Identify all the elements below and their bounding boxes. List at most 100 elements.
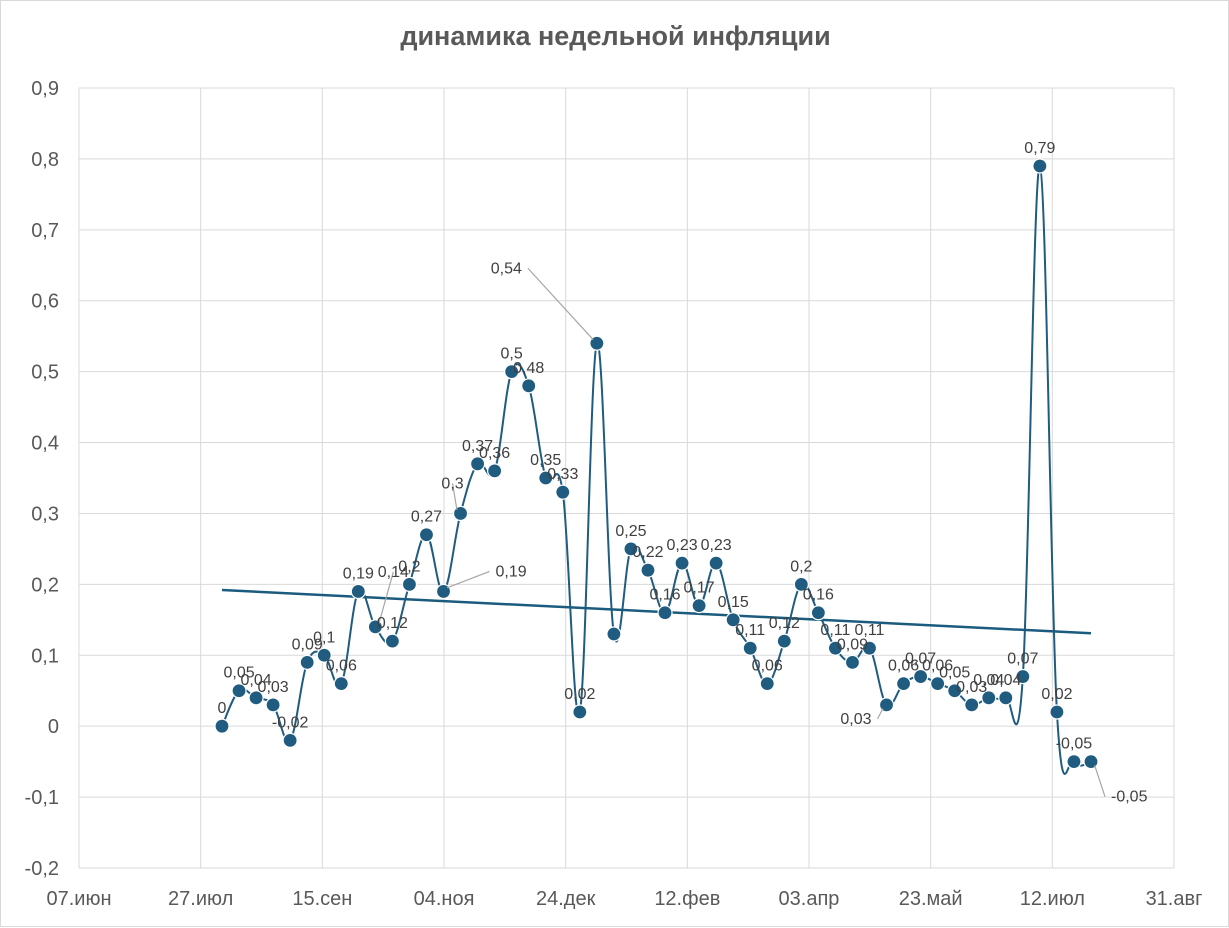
data-label: 0,11 bbox=[735, 622, 765, 639]
y-tick-label: 0,9 bbox=[31, 78, 59, 100]
x-tick-label: 04.ноя bbox=[414, 888, 475, 910]
data-label: 0,05 bbox=[223, 665, 254, 682]
data-label: 0,36 bbox=[479, 445, 510, 462]
data-label: 0,07 bbox=[905, 651, 936, 668]
data-label: 0,06 bbox=[752, 658, 783, 675]
data-point bbox=[1083, 754, 1099, 770]
data-point bbox=[538, 470, 554, 486]
data-point bbox=[623, 541, 639, 557]
data-point bbox=[759, 676, 775, 692]
data-point bbox=[1049, 704, 1065, 720]
data-point bbox=[964, 697, 980, 713]
data-label: 0,06 bbox=[888, 658, 919, 675]
y-tick-label: 0,8 bbox=[31, 149, 59, 171]
x-tick-label: 27.июл bbox=[168, 888, 233, 910]
data-point bbox=[810, 605, 826, 621]
data-label: 0,03 bbox=[840, 711, 871, 728]
data-point bbox=[231, 683, 247, 699]
data-point bbox=[861, 640, 878, 656]
data-point bbox=[521, 378, 537, 394]
x-tick-label: 31.авг bbox=[1146, 888, 1203, 910]
x-tick-label: 03.апр bbox=[779, 888, 840, 910]
y-tick-label: 0,1 bbox=[31, 645, 59, 667]
data-point bbox=[572, 704, 588, 720]
data-label: 0,23 bbox=[666, 537, 697, 554]
data-label: 0,04 bbox=[241, 672, 272, 689]
y-tick-label: 0,5 bbox=[31, 362, 59, 384]
data-point bbox=[418, 527, 435, 543]
data-label: 0 bbox=[218, 700, 227, 717]
data-point bbox=[640, 562, 656, 578]
data-point bbox=[691, 598, 707, 614]
data-label: 0,17 bbox=[684, 580, 715, 597]
data-label: 0,1 bbox=[313, 629, 335, 646]
y-tick-label: -0,1 bbox=[25, 787, 59, 809]
data-label: 0,19 bbox=[496, 563, 527, 580]
data-label: -0,02 bbox=[272, 714, 309, 731]
data-label: 0,3 bbox=[441, 475, 463, 492]
data-label: 0,03 bbox=[258, 679, 289, 696]
data-point bbox=[981, 690, 997, 706]
data-label: 0,35 bbox=[530, 452, 561, 469]
data-label: 0,25 bbox=[615, 523, 646, 540]
data-label: 0,12 bbox=[377, 615, 408, 632]
y-tick-label: 0,4 bbox=[31, 433, 59, 455]
x-tick-label: 07.июн bbox=[46, 888, 111, 910]
data-point bbox=[265, 697, 281, 713]
data-point bbox=[1066, 754, 1082, 770]
data-point bbox=[435, 583, 452, 600]
y-tick-label: 0,2 bbox=[31, 574, 59, 596]
data-label: 0,06 bbox=[326, 658, 357, 675]
data-label: 0,11 bbox=[855, 622, 885, 639]
data-label: 0,23 bbox=[701, 537, 732, 554]
data-label: 0,09 bbox=[837, 636, 868, 653]
label-leader-line bbox=[446, 570, 490, 589]
y-tick-label: 0 bbox=[48, 716, 59, 738]
data-point bbox=[776, 633, 792, 649]
data-label: 0,14 bbox=[378, 564, 409, 581]
data-label: 0,15 bbox=[718, 594, 749, 611]
data-label: 0,04 bbox=[973, 672, 1004, 689]
data-label: 0,5 bbox=[501, 346, 523, 363]
data-point bbox=[384, 633, 400, 649]
data-point bbox=[248, 690, 264, 706]
data-label: 0,16 bbox=[803, 587, 834, 604]
data-label: 0,37 bbox=[462, 438, 493, 455]
data-label: -0,05 bbox=[1111, 789, 1148, 806]
data-point bbox=[299, 654, 315, 670]
data-label: 0,22 bbox=[632, 544, 663, 561]
y-tick-label: 0,7 bbox=[31, 220, 59, 242]
data-label: 0,02 bbox=[564, 686, 595, 703]
data-label: 0,27 bbox=[411, 509, 442, 526]
data-point bbox=[452, 505, 469, 522]
data-label: 0,19 bbox=[343, 565, 374, 582]
data-point bbox=[333, 676, 349, 692]
x-tick-label: 12.июл bbox=[1020, 888, 1085, 910]
data-label: 0,09 bbox=[292, 636, 323, 653]
data-point bbox=[895, 676, 912, 692]
data-label: 0,2 bbox=[398, 558, 420, 575]
data-point bbox=[487, 463, 503, 479]
data-point bbox=[844, 654, 861, 670]
data-point bbox=[913, 668, 929, 685]
data-label: 0,03 bbox=[956, 679, 987, 696]
data-point bbox=[793, 576, 809, 592]
data-label: 0,11 bbox=[820, 622, 850, 639]
x-tick-label: 23.май bbox=[899, 888, 963, 910]
data-label: 0,07 bbox=[1007, 651, 1038, 668]
data-point bbox=[930, 676, 946, 692]
x-tick-label: 24.дек bbox=[536, 888, 596, 910]
data-label: 0,12 bbox=[769, 615, 800, 632]
data-label: 0,2 bbox=[790, 558, 812, 575]
data-point bbox=[555, 484, 571, 500]
trendline bbox=[221, 588, 1092, 635]
label-leader-line bbox=[876, 708, 884, 720]
data-point bbox=[504, 364, 520, 380]
data-point bbox=[725, 612, 741, 628]
data-label: 0,04 bbox=[990, 672, 1021, 689]
data-label: 0,02 bbox=[1041, 686, 1072, 703]
data-point bbox=[827, 640, 844, 656]
data-label: 0,54 bbox=[491, 260, 522, 277]
label-leader-line bbox=[1094, 765, 1106, 797]
